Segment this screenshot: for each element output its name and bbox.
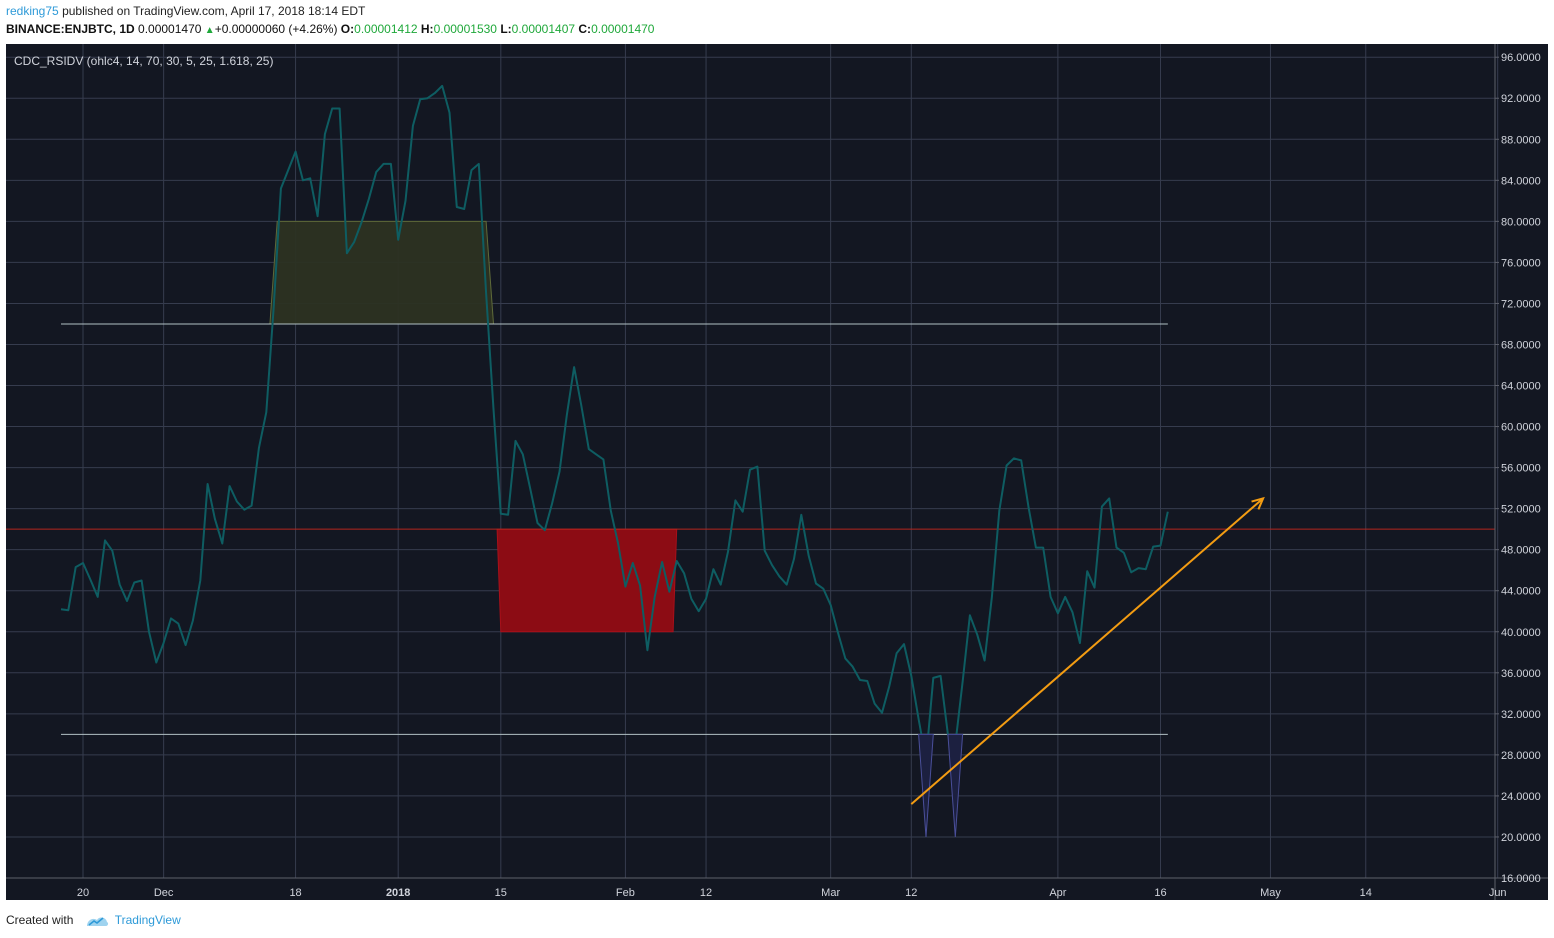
y-tick-label: 16.0000	[1501, 873, 1541, 885]
y-tick-label: 32.0000	[1501, 709, 1541, 721]
overbought-zone	[269, 220, 495, 325]
trend-arrow-head	[1251, 496, 1265, 510]
y-tick-label: 64.0000	[1501, 381, 1541, 393]
y-tick-label: 40.0000	[1501, 627, 1541, 639]
high-value: 0.00001530	[433, 22, 497, 36]
divergence-marker	[947, 733, 964, 838]
up-arrow-icon: ▲	[204, 25, 215, 36]
y-tick-label: 84.0000	[1501, 175, 1541, 187]
created-with-text: Created with	[6, 913, 74, 927]
y-tick-label: 92.0000	[1501, 93, 1541, 105]
oversold-zone	[496, 528, 678, 633]
open-label: O:	[340, 22, 355, 36]
y-tick-label: 88.0000	[1501, 134, 1541, 146]
x-tick-label: 18	[289, 887, 301, 899]
open-value: 0.00001412	[354, 22, 418, 36]
high-label: H:	[420, 22, 434, 36]
chart-background	[6, 44, 1548, 900]
divergence-marker	[918, 733, 934, 838]
price-change: +0.00000060 (+4.26%)	[214, 22, 338, 36]
symbol-name: BINANCE:ENJBTC, 1D	[6, 22, 135, 36]
tradingview-logo-icon	[86, 917, 108, 926]
indicator-label[interactable]: CDC_RSIDV (ohlc4, 14, 70, 30, 5, 25, 1.6…	[14, 54, 273, 68]
x-tick-label: Feb	[616, 887, 635, 899]
chart-canvas[interactable]: 96.0000 92.0000 88.0000 84.0000 80.0000 76.00…	[6, 44, 1548, 900]
symbol-info: BINANCE:ENJBTC, 1D 0.00001470 ▲+0.000000…	[6, 22, 654, 36]
y-tick-label: 76.0000	[1501, 257, 1541, 269]
x-tick-label: Mar	[821, 887, 840, 899]
low-value: 0.00001407	[511, 22, 576, 36]
x-tick-label: Jun	[1489, 887, 1507, 899]
published-text: published on TradingView.com, April 17, …	[62, 4, 366, 18]
last-price: 0.00001470	[138, 22, 202, 36]
y-tick-label: 48.0000	[1501, 545, 1541, 557]
rsi-chart[interactable]: 96.0000 92.0000 88.0000 84.0000 80.0000 76.00…	[6, 44, 1548, 900]
x-tick-label: 14	[1360, 887, 1372, 899]
x-tick-label: 12	[905, 887, 917, 899]
x-tick-label: May	[1260, 887, 1281, 899]
publish-info: redking75 published on TradingView.com, …	[6, 4, 365, 18]
y-tick-label: 44.0000	[1501, 586, 1541, 598]
x-tick-label: 15	[495, 887, 507, 899]
y-tick-label: 72.0000	[1501, 298, 1541, 310]
x-tick-label: 2018	[386, 887, 410, 899]
y-tick-label: 24.0000	[1501, 791, 1541, 803]
close-value: 0.00001470	[591, 22, 655, 36]
low-label: L:	[500, 22, 512, 36]
close-label: C:	[578, 22, 592, 36]
y-tick-label: 60.0000	[1501, 422, 1541, 434]
x-tick-label: 20	[77, 887, 89, 899]
y-tick-label: 20.0000	[1501, 832, 1541, 844]
y-tick-label: 68.0000	[1501, 339, 1541, 351]
x-tick-label: 16	[1154, 887, 1166, 899]
y-tick-label: 52.0000	[1501, 504, 1541, 516]
y-tick-label: 80.0000	[1501, 216, 1541, 228]
trend-arrow[interactable]	[910, 497, 1264, 805]
author-link[interactable]: redking75	[6, 4, 59, 18]
y-tick-label: 96.0000	[1501, 52, 1541, 64]
x-tick-label: 12	[700, 887, 712, 899]
y-tick-label: 36.0000	[1501, 668, 1541, 680]
x-tick-label: Dec	[154, 887, 174, 899]
tradingview-link[interactable]: TradingView	[114, 913, 181, 927]
rsi-line[interactable]	[60, 84, 1169, 761]
x-tick-label: Apr	[1049, 887, 1066, 899]
y-tick-label: 28.0000	[1501, 750, 1541, 762]
footer: Created with TradingView	[6, 913, 181, 928]
y-tick-label: 56.0000	[1501, 463, 1541, 475]
